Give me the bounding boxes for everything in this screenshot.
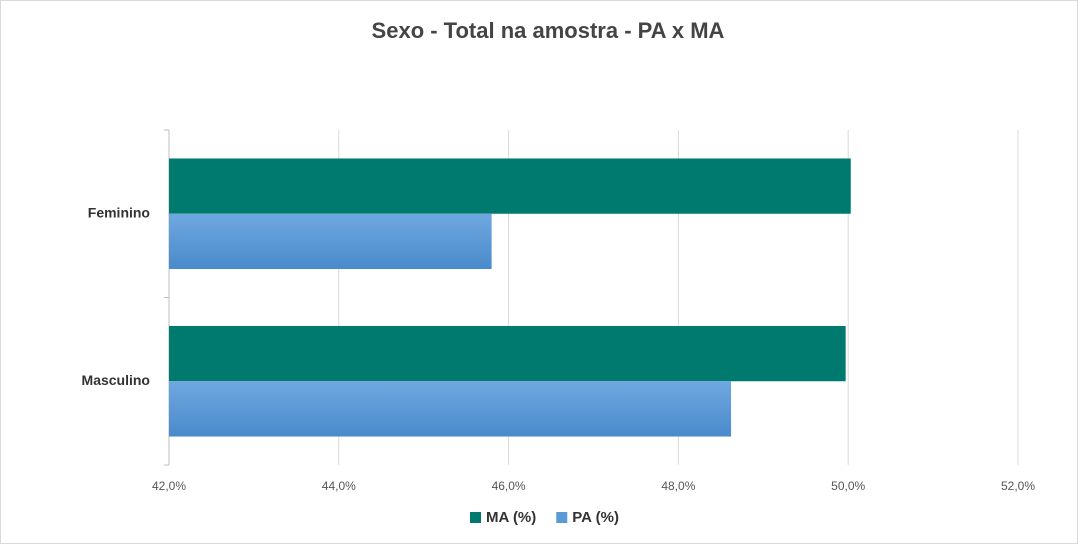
bar	[169, 325, 846, 382]
legend-label: PA (%)	[572, 509, 619, 526]
x-tick-label: 50,0%	[831, 479, 865, 493]
y-tick-label: Masculino	[82, 372, 150, 388]
x-tick-label: 46,0%	[492, 479, 526, 493]
x-tick-label: 52,0%	[1001, 479, 1035, 493]
bar	[169, 158, 851, 214]
legend-label: MA (%)	[486, 509, 536, 526]
legend-swatch	[470, 512, 481, 523]
chart-title: Sexo - Total na amostra - PA x MA	[372, 18, 725, 43]
y-tick-label: Feminino	[88, 204, 150, 220]
bar	[169, 213, 492, 270]
legend-swatch	[556, 512, 568, 523]
x-tick-label: 44,0%	[322, 479, 356, 493]
bar	[169, 381, 732, 437]
x-tick-label: 42,0%	[152, 479, 186, 493]
x-tick-label: 48,0%	[661, 479, 695, 493]
